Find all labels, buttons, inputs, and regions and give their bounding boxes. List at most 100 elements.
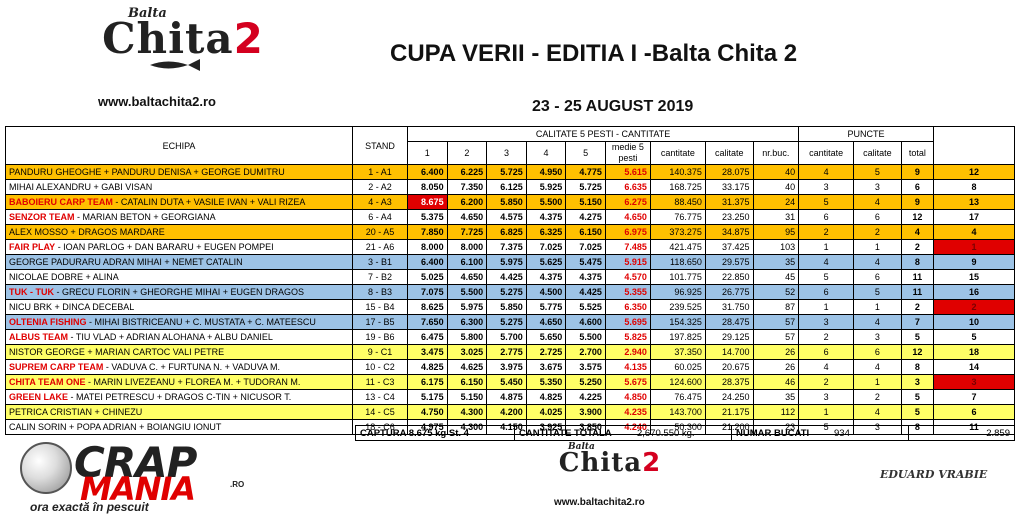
points-calitate-cell: 4 <box>853 254 902 270</box>
calitate-cell: 23.250 <box>704 209 754 225</box>
cantitate-cell: 154.325 <box>649 314 706 330</box>
table-row: SENZOR TEAM - MARIAN BETON + GEORGIANA 6 … <box>5 209 1015 225</box>
points-cantitate-cell: 1 <box>798 239 855 255</box>
header-puncte-group: PUNCTE <box>798 126 934 142</box>
fish-weight-5: 3.575 <box>565 359 606 375</box>
fish-weight-1: 8.625 <box>407 299 448 315</box>
points-total-cell: 9 <box>900 194 935 210</box>
cantitate-cell: 143.700 <box>649 404 706 420</box>
fish-weight-5: 5.725 <box>565 179 606 195</box>
team-cell: PANDURU GHEOGHE + PANDURU DENISA + GEORG… <box>5 164 353 180</box>
points-calitate-cell: 6 <box>853 344 902 360</box>
fish-weight-1: 5.175 <box>407 389 448 405</box>
header-echipa: ECHIPA <box>5 126 353 165</box>
points-total-cell: 5 <box>900 329 935 345</box>
fish-weight-5: 3.900 <box>565 404 606 420</box>
table-row: TUK - TUK - GRECU FLORIN + GHEORGHE MIHA… <box>5 284 1015 300</box>
points-total-cell: 8 <box>900 359 935 375</box>
team-name: NICOLAE DOBRE + ALINA <box>9 272 119 282</box>
header-col-5: 5 <box>565 141 606 165</box>
fish-weight-3: 5.275 <box>486 314 527 330</box>
calitate-cell: 20.675 <box>704 359 754 375</box>
nrbuc-cell: 112 <box>752 404 800 420</box>
points-calitate-cell: 2 <box>853 389 902 405</box>
fish-weight-3: 5.975 <box>486 254 527 270</box>
team-cell: PETRICA CRISTIAN + CHINEZU <box>5 404 353 420</box>
points-calitate-cell: 6 <box>853 269 902 285</box>
fish-weight-3: 2.775 <box>486 344 527 360</box>
fish-weight-4: 4.825 <box>525 389 567 405</box>
team-cell: GREEN LAKE - MATEI PETRESCU + DRAGOS C-T… <box>5 389 353 405</box>
points-calitate-cell: 2 <box>853 224 902 240</box>
team-cell: CALIN SORIN + POPA ADRIAN + BOIANGIU ION… <box>5 419 353 435</box>
clasament-cell: 17 <box>933 209 1015 225</box>
cantitate-cell: 37.350 <box>649 344 706 360</box>
cantitate-cell: 124.600 <box>649 374 706 390</box>
calitate-cell: 37.425 <box>704 239 754 255</box>
points-calitate-cell: 4 <box>853 194 902 210</box>
team-prefix: SUPREM CARP TEAM <box>9 362 104 372</box>
stand-cell: 19 - B6 <box>352 329 408 345</box>
fish-weight-3: 6.825 <box>486 224 527 240</box>
table-row: NICU BRK + DINCA DECEBAL 15 - B4 8.625 5.97… <box>5 299 1015 315</box>
medie-cell: 4.850 <box>604 389 651 405</box>
fish-weight-4: 4.025 <box>525 404 567 420</box>
table-row: GEORGE PADURARU ADRAN MIHAI + NEMET CATA… <box>5 254 1015 270</box>
fish-weight-2: 6.150 <box>446 374 488 390</box>
medie-cell: 4.650 <box>604 209 651 225</box>
clasament-cell: 7 <box>933 389 1015 405</box>
calitate-cell: 24.250 <box>704 389 754 405</box>
team-cell: NICU BRK + DINCA DECEBAL <box>5 299 353 315</box>
points-total-cell: 5 <box>900 389 935 405</box>
fish-weight-2: 5.975 <box>446 299 488 315</box>
fish-weight-4: 3.675 <box>525 359 567 375</box>
header-calitate: calitate <box>704 141 754 165</box>
team-name: - VADUVA C. + FURTUNA N. + VADUVA M. <box>103 362 281 372</box>
clasament-cell: 5 <box>933 329 1015 345</box>
cantitate-cell: 96.925 <box>649 284 706 300</box>
table-row: ALEX MOSSO + DRAGOS MARDARE 20 - A5 7.850 7… <box>5 224 1015 240</box>
team-cell: SUPREM CARP TEAM - VADUVA C. + FURTUNA N… <box>5 359 353 375</box>
fish-weight-1: 6.475 <box>407 329 448 345</box>
team-prefix: OLTENIA FISHING <box>9 317 87 327</box>
team-cell: BABOIERU CARP TEAM - CATALIN DUTA + VASI… <box>5 194 353 210</box>
medie-cell: 5.615 <box>604 164 651 180</box>
calitate-cell: 28.075 <box>704 164 754 180</box>
fish-weight-3: 5.700 <box>486 329 527 345</box>
points-calitate-cell: 1 <box>853 299 902 315</box>
crapmania-crap-text: CRAP <box>74 438 197 487</box>
stand-cell: 9 - C1 <box>352 344 408 360</box>
calitate-cell: 14.700 <box>704 344 754 360</box>
medie-cell: 6.350 <box>604 299 651 315</box>
logo-brand-text: Chita <box>102 14 234 63</box>
nrbuc-cell: 40 <box>752 179 800 195</box>
nrbuc-cell: 31 <box>752 209 800 225</box>
points-total-cell: 3 <box>900 374 935 390</box>
fish-weight-4: 2.725 <box>525 344 567 360</box>
table-row: GREEN LAKE - MATEI PETRESCU + DRAGOS C-T… <box>5 389 1015 405</box>
team-prefix: BABOIERU CARP TEAM <box>9 197 113 207</box>
cantitate-cell: 168.725 <box>649 179 706 195</box>
clasament-cell: 13 <box>933 194 1015 210</box>
stand-cell: 17 - B5 <box>352 314 408 330</box>
points-total-cell: 7 <box>900 314 935 330</box>
calitate-cell: 29.575 <box>704 254 754 270</box>
clasament-cell: 8 <box>933 179 1015 195</box>
points-cantitate-cell: 4 <box>798 254 855 270</box>
fish-weight-1: 5.375 <box>407 209 448 225</box>
fish-weight-1: 6.400 <box>407 254 448 270</box>
fish-weight-2: 6.300 <box>446 314 488 330</box>
team-name: MIHAI ALEXANDRU + GABI VISAN <box>9 182 153 192</box>
fish-weight-2: 8.000 <box>446 239 488 255</box>
team-name: - MARIN LIVEZEANU + FLOREA M. + TUDORAN … <box>85 377 301 387</box>
nrbuc-cell: 24 <box>752 194 800 210</box>
cantitate-cell: 101.775 <box>649 269 706 285</box>
fish-weight-2: 4.650 <box>446 269 488 285</box>
stand-cell: 15 - B4 <box>352 299 408 315</box>
nrbuc-cell: 95 <box>752 224 800 240</box>
nrbuc-cell: 45 <box>752 269 800 285</box>
clasament-cell: 2 <box>933 299 1015 315</box>
logo-brand: Chita2 <box>88 14 278 63</box>
clasament-cell: 12 <box>933 164 1015 180</box>
fish-weight-5: 4.775 <box>565 164 606 180</box>
